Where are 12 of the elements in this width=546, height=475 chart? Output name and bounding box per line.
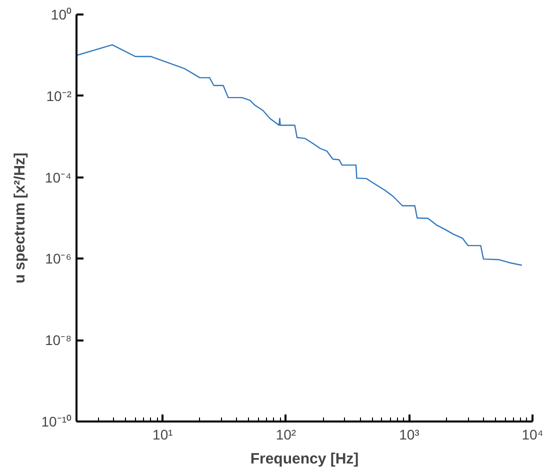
y-tick-label: 10⁻¹⁰ [41, 414, 72, 430]
y-tick-label: 10⁻² [46, 88, 72, 104]
y-tick-label: 10⁻⁸ [45, 332, 72, 348]
x-axis-title: Frequency [Hz] [250, 450, 359, 468]
y-tick-label: 10⁰ [50, 6, 72, 22]
y-tick-label: 10⁻⁶ [45, 250, 72, 267]
x-tick-label: 10⁴ [522, 426, 544, 442]
x-tick-label: 10² [276, 426, 296, 442]
x-tick-label: 10¹ [152, 426, 174, 442]
y-tick-label: 10⁻⁴ [44, 169, 72, 186]
y-axis-title: u spectrum [x²/Hz] [11, 152, 28, 284]
x-tick-label: 10³ [399, 426, 420, 442]
